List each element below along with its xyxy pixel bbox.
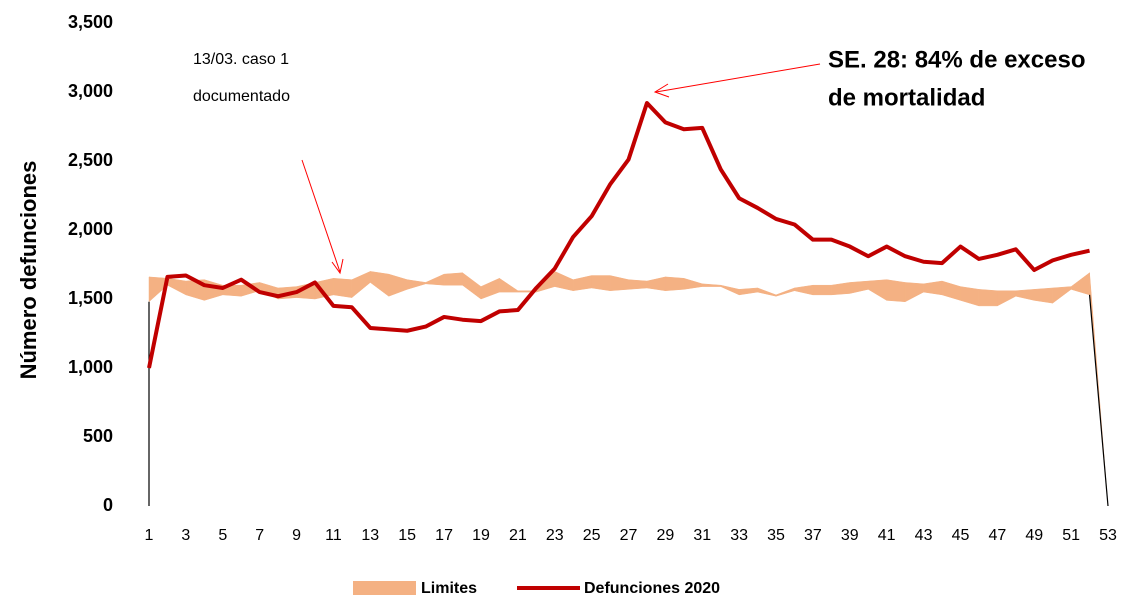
band-segment bbox=[609, 275, 629, 291]
band-segment bbox=[665, 276, 685, 291]
x-tick-label: 25 bbox=[583, 527, 601, 544]
band-segment bbox=[572, 275, 592, 292]
arrow bbox=[301, 63, 821, 275]
x-tick-label: 27 bbox=[620, 527, 638, 544]
x-tick-label: 33 bbox=[730, 527, 748, 544]
x-tick-label: 47 bbox=[988, 527, 1006, 544]
band-segment bbox=[868, 279, 887, 301]
x-tick-label: 15 bbox=[398, 527, 416, 544]
x-tick-label: 11 bbox=[325, 527, 342, 544]
x-tick-label: 31 bbox=[693, 527, 711, 544]
band-segment bbox=[978, 289, 998, 307]
band-segment bbox=[443, 272, 463, 286]
annotation: 13/03. caso 1 bbox=[193, 51, 289, 68]
band-segment bbox=[388, 273, 408, 297]
y-tick-label: 500 bbox=[83, 426, 113, 446]
band-segment bbox=[628, 279, 648, 290]
band-segment bbox=[757, 287, 777, 297]
y-tick-label: 1,000 bbox=[68, 357, 113, 377]
band-segment bbox=[499, 277, 519, 293]
band-segment bbox=[720, 284, 740, 296]
band-segment bbox=[370, 271, 389, 297]
x-tick-label: 21 bbox=[509, 527, 527, 544]
band-segment bbox=[1052, 286, 1072, 304]
x-tick-label: 7 bbox=[255, 527, 264, 544]
band-segment bbox=[923, 280, 943, 296]
band-segment bbox=[646, 276, 666, 292]
annotation: de mortalidad bbox=[828, 84, 985, 111]
band-segment bbox=[683, 277, 703, 290]
x-tick-label: 35 bbox=[767, 527, 785, 544]
x-tick-label: 51 bbox=[1062, 527, 1080, 544]
band-segment bbox=[406, 279, 426, 290]
x-tick-label: 5 bbox=[218, 527, 227, 544]
annotation: SE. 28: 84% de exceso bbox=[828, 46, 1085, 73]
y-tick-label: 2,000 bbox=[68, 219, 113, 239]
band-segment bbox=[591, 275, 611, 292]
band-segment bbox=[333, 278, 353, 298]
x-tick-label: 3 bbox=[181, 527, 190, 544]
y-tick-label: 3,000 bbox=[68, 81, 113, 101]
band-segment bbox=[997, 290, 1017, 307]
band-segment bbox=[1033, 287, 1053, 304]
band-segment bbox=[351, 271, 371, 299]
x-tick-label: 43 bbox=[915, 527, 933, 544]
band-segment bbox=[462, 272, 482, 300]
band-segment bbox=[886, 279, 906, 303]
band-segment bbox=[1015, 289, 1035, 301]
y-tick-label: 1,500 bbox=[68, 288, 113, 308]
band-segment bbox=[812, 284, 832, 296]
x-tick-label: 17 bbox=[435, 527, 453, 544]
legend-label: Limites bbox=[421, 580, 477, 597]
band-segment bbox=[794, 284, 814, 296]
band-segment bbox=[960, 286, 980, 307]
y-axis-label: Número defunciones bbox=[16, 161, 41, 380]
band-segment bbox=[702, 283, 721, 287]
x-tick-label: 1 bbox=[145, 527, 154, 544]
band-segment bbox=[775, 287, 795, 297]
y-tick-label: 3,500 bbox=[68, 12, 113, 32]
band-segment bbox=[204, 279, 224, 301]
band-layer bbox=[148, 270, 1109, 507]
x-tick-label: 29 bbox=[656, 527, 674, 544]
band-segment bbox=[480, 277, 500, 300]
band-segment bbox=[738, 287, 758, 296]
legend-swatch bbox=[353, 581, 416, 595]
legend-label: Defunciones 2020 bbox=[584, 580, 720, 597]
band-segment bbox=[536, 270, 555, 293]
band-segment bbox=[849, 280, 869, 294]
band-segment bbox=[1070, 272, 1090, 296]
x-tick-label: 13 bbox=[361, 527, 379, 544]
x-tick-label: 19 bbox=[472, 527, 490, 544]
band-segment bbox=[425, 273, 445, 286]
band-segment bbox=[831, 282, 851, 296]
y-tick-label: 2,500 bbox=[68, 150, 113, 170]
y-tick-label: 0 bbox=[103, 495, 113, 515]
x-tick-label: 23 bbox=[546, 527, 564, 544]
band-segment bbox=[554, 271, 574, 292]
x-tick-label: 49 bbox=[1025, 527, 1043, 544]
x-tick-label: 39 bbox=[841, 527, 859, 544]
x-tick-label: 37 bbox=[804, 527, 822, 544]
band-segment bbox=[941, 280, 961, 301]
annotation: documentado bbox=[193, 88, 290, 105]
line bbox=[147, 101, 1090, 369]
x-tick-label: 45 bbox=[952, 527, 970, 544]
band-segment bbox=[167, 278, 187, 296]
area-edge bbox=[1088, 294, 1109, 507]
band-segment bbox=[904, 282, 924, 303]
x-tick-label: 9 bbox=[292, 527, 301, 544]
x-tick-label: 53 bbox=[1099, 527, 1117, 544]
x-tick-label: 41 bbox=[878, 527, 896, 544]
